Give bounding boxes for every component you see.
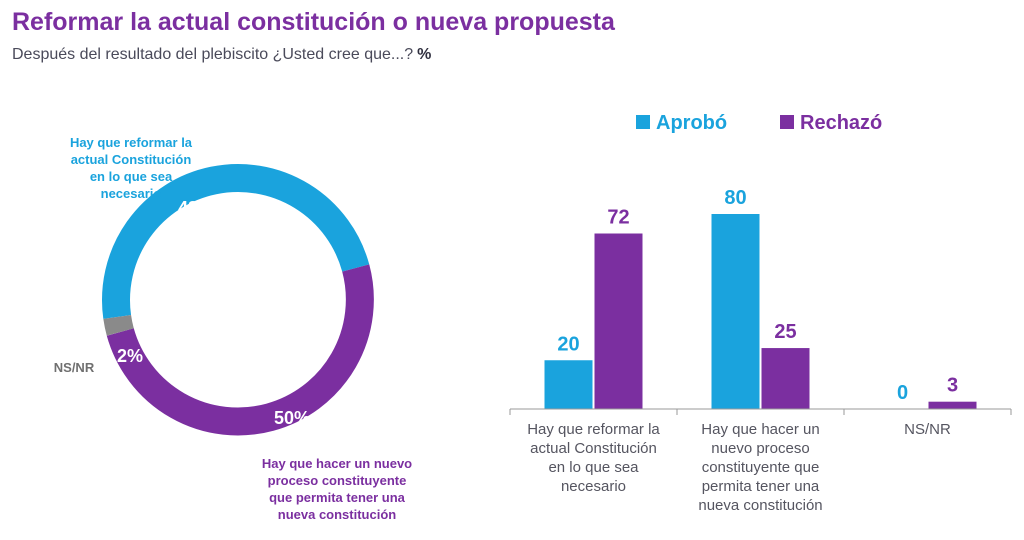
donut-slice-label: NS/NR — [54, 360, 95, 375]
legend-swatch — [780, 115, 794, 129]
category-label: NS/NR — [904, 421, 951, 438]
category-label-line: actual Constitución — [530, 440, 657, 457]
donut-value-label: 50% — [274, 408, 310, 428]
donut-slice-label-line: que permita tener una — [269, 490, 406, 505]
subtitle-text: Después del resultado del plebiscito ¿Us… — [12, 46, 414, 63]
category-label-line: nuevo proceso — [711, 440, 809, 457]
donut-slice-label-line: NS/NR — [54, 360, 95, 375]
donut-value-label: 48% — [178, 198, 214, 218]
bar — [761, 348, 810, 409]
donut-slice-label-line: actual Constitución — [71, 152, 192, 167]
bar-value-label: 25 — [774, 321, 796, 343]
bar — [544, 360, 593, 409]
chart-subtitle: Después del resultado del plebiscito ¿Us… — [12, 46, 431, 64]
category-label: Hay que reformar la actual Constitución en… — [527, 421, 660, 495]
donut-slice-label: Hay que reformar la actual Constitución en… — [70, 135, 193, 201]
bar — [928, 401, 977, 409]
category-label-line: Hay que reformar la — [527, 421, 660, 438]
category-label: Hay que hacer un nuevo proceso constituyen… — [698, 421, 822, 514]
category-label-line: permita tener una — [702, 478, 820, 495]
category-label-line: Hay que hacer un — [701, 421, 819, 438]
category-label-line: nueva constitución — [698, 497, 822, 514]
legend-label: Aprobó — [656, 112, 727, 134]
bar — [711, 214, 760, 409]
donut-slice-label-line: nueva constitución — [278, 507, 397, 522]
donut-slice-label-line: Hay que reformar la — [70, 135, 193, 150]
donut-slice-label: Hay que hacer un nuevo proceso constituye… — [262, 456, 412, 522]
donut-slice-label-line: Hay que hacer un nuevo — [262, 456, 412, 471]
legend-swatch — [636, 115, 650, 129]
donut-slice — [102, 164, 370, 319]
bar — [594, 233, 643, 409]
donut-slice-label-line: proceso constituyente — [268, 473, 407, 488]
donut-slice-label-line: necesario — [101, 186, 162, 201]
category-label-line: NS/NR — [904, 421, 951, 438]
category-label-line: constituyente que — [702, 459, 820, 476]
bar-value-label: 3 — [947, 375, 958, 397]
donut-slice-label-line: en lo que sea — [90, 169, 173, 184]
chart-title: Reformar la actual constitución o nueva … — [12, 8, 615, 36]
legend-label: Rechazó — [800, 112, 882, 134]
bar-value-label: 20 — [557, 333, 579, 355]
donut-slice — [103, 314, 134, 336]
bar-value-label: 0 — [897, 382, 908, 404]
category-label-line: en lo que sea — [548, 459, 639, 476]
donut-value-label: 2% — [117, 346, 143, 366]
bar-value-label: 80 — [724, 187, 746, 209]
bar-value-label: 72 — [607, 207, 629, 229]
unit-label: % — [417, 46, 432, 63]
donut-slice — [106, 264, 374, 436]
category-label-line: necesario — [561, 478, 626, 495]
